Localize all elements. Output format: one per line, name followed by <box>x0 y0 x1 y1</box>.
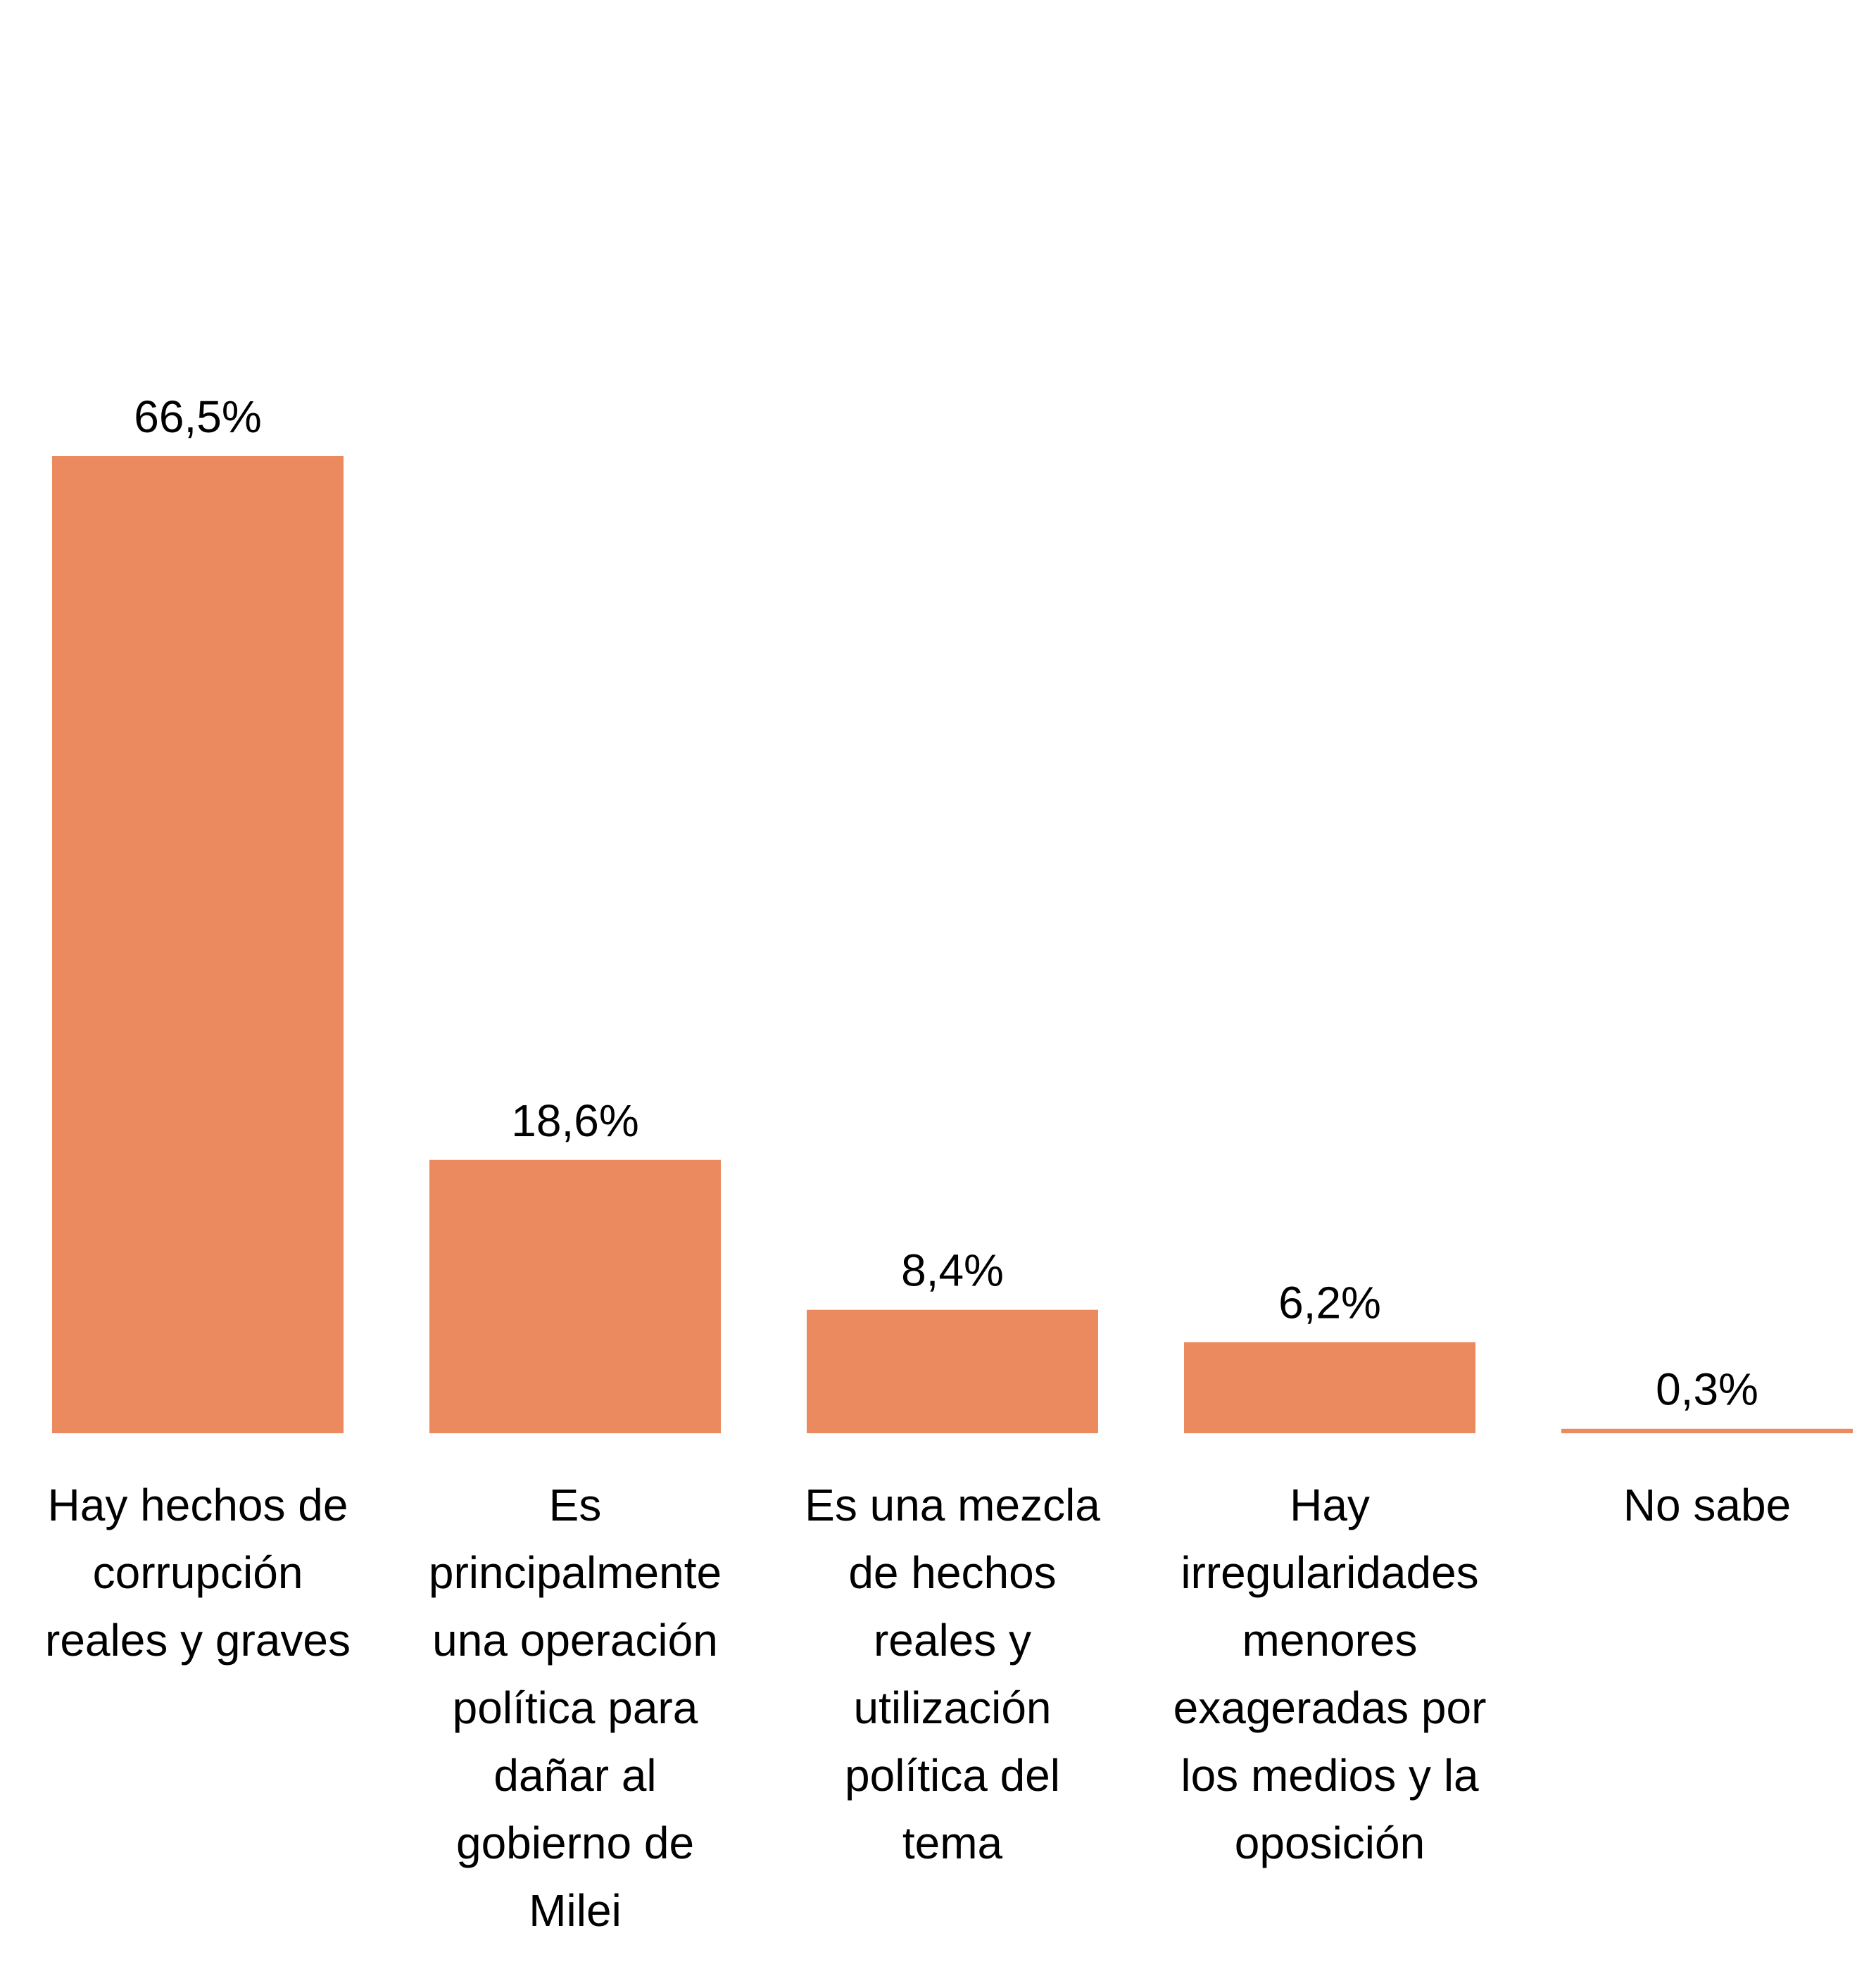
category-label-line: Hay <box>1290 1480 1370 1530</box>
category-label-line: dañar al <box>493 1750 656 1801</box>
category-label-line: Hay hechos de <box>48 1480 348 1530</box>
category-label-line: principalmente <box>429 1547 722 1598</box>
category-label-line: No sabe <box>1623 1480 1791 1530</box>
category-label-line: menores <box>1242 1615 1418 1666</box>
category-label-line: Es <box>549 1480 602 1530</box>
category-label-line: reales y graves <box>45 1615 351 1666</box>
data-label-5: 0,3% <box>1656 1364 1758 1415</box>
category-label-5: No sabe <box>1623 1480 1791 1530</box>
category-label-line: una operación <box>432 1615 718 1666</box>
bar-3 <box>807 1309 1098 1433</box>
bar-4 <box>1184 1342 1475 1433</box>
category-label-line: política para <box>453 1682 698 1733</box>
category-label-line: oposición <box>1235 1818 1425 1868</box>
category-label-line: los medios y la <box>1181 1750 1479 1801</box>
category-label-1: Hay hechos de corrupción reales y graves <box>45 1480 351 1666</box>
category-label-line: utilización <box>853 1682 1051 1733</box>
category-label-line: tema <box>902 1818 1003 1868</box>
category-label-line: de hechos <box>848 1547 1056 1598</box>
category-label-2: Es principalmente una operación política pa… <box>429 1480 722 1936</box>
category-label-line: corrupción <box>93 1547 303 1598</box>
bar-5 <box>1561 1428 1853 1433</box>
data-label-4: 6,2% <box>1278 1278 1381 1328</box>
data-label-3: 8,4% <box>901 1245 1004 1296</box>
bars-group <box>52 456 1853 1433</box>
data-label-1: 66,5% <box>134 391 261 442</box>
category-label-3: Es una mezcla de hechos reales y utilizació… <box>805 1480 1100 1868</box>
category-label-line: irregularidades <box>1181 1547 1478 1598</box>
bar-2 <box>429 1159 721 1433</box>
data-label-2: 18,6% <box>511 1095 638 1146</box>
category-label-line: exageradas por <box>1173 1682 1487 1733</box>
data-labels-group: 66,5% 18,6% 8,4% 6,2% 0,3% <box>134 391 1758 1415</box>
category-label-line: Milei <box>529 1885 622 1936</box>
category-label-line: gobierno de <box>456 1818 694 1868</box>
category-label-line: política del <box>845 1750 1060 1801</box>
category-label-line: reales y <box>874 1615 1031 1666</box>
category-labels-group: Hay hechos de corrupción reales y graves Es… <box>45 1480 1791 1936</box>
bar-1 <box>52 456 344 1433</box>
category-label-line: Es una mezcla <box>805 1480 1100 1530</box>
category-label-4: Hay irregularidades menores exageradas por l… <box>1173 1480 1487 1868</box>
